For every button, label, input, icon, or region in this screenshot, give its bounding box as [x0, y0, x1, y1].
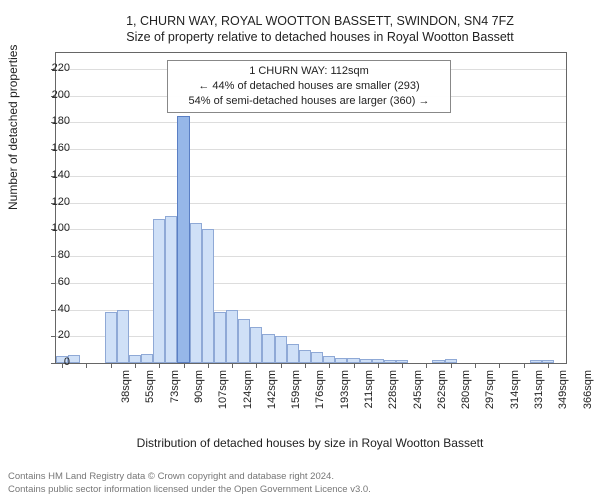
- gridline-h: [56, 283, 566, 284]
- xtick-mark: [159, 363, 160, 368]
- xtick-label: 211sqm: [363, 370, 375, 408]
- bar: [165, 216, 177, 363]
- xtick-mark: [354, 363, 355, 368]
- ytick-label: 160: [40, 142, 70, 154]
- xtick-label: 331sqm: [533, 370, 545, 409]
- xtick-label: 314sqm: [509, 370, 521, 409]
- bar: [323, 356, 335, 363]
- ytick-label: 0: [40, 356, 70, 368]
- gridline-h: [56, 336, 566, 337]
- plot-region: 1 CHURN WAY: 112sqm ← 44% of detached ho…: [55, 52, 567, 364]
- chart-container: 1, CHURN WAY, ROYAL WOOTTON BASSETT, SWI…: [55, 14, 585, 437]
- xtick-mark: [305, 363, 306, 368]
- bar: [129, 355, 141, 363]
- bar: [299, 350, 311, 363]
- x-axis-label: Distribution of detached houses by size …: [55, 436, 565, 450]
- gridline-h: [56, 122, 566, 123]
- y-axis-label: Number of detached properties: [6, 45, 20, 210]
- bar-highlight: [177, 116, 189, 363]
- annotation-line2: ← 44% of detached houses are smaller (29…: [175, 79, 443, 94]
- bar: [530, 360, 542, 363]
- xtick-mark: [135, 363, 136, 368]
- xtick-label: 55sqm: [144, 370, 156, 403]
- bar: [238, 319, 250, 363]
- xtick-mark: [402, 363, 403, 368]
- xtick-mark: [111, 363, 112, 368]
- bar: [226, 310, 238, 363]
- xtick-mark: [475, 363, 476, 368]
- annotation-line3: 54% of semi-detached houses are larger (…: [175, 94, 443, 109]
- ytick-label: 140: [40, 169, 70, 181]
- gridline-h: [56, 310, 566, 311]
- xtick-label: 176sqm: [314, 370, 326, 409]
- ytick-label: 80: [40, 249, 70, 261]
- xtick-label: 107sqm: [217, 370, 229, 409]
- xtick-mark: [548, 363, 549, 368]
- gridline-h: [56, 203, 566, 204]
- xtick-mark: [329, 363, 330, 368]
- xtick-label: 73sqm: [169, 370, 181, 403]
- ytick-label: 100: [40, 222, 70, 234]
- bar: [117, 310, 129, 363]
- bar: [250, 327, 262, 363]
- gridline-h: [56, 256, 566, 257]
- bar: [141, 354, 153, 363]
- bar: [153, 219, 165, 363]
- xtick-label: 280sqm: [460, 370, 472, 409]
- xtick-label: 90sqm: [193, 370, 205, 403]
- annotation-line1: 1 CHURN WAY: 112sqm: [175, 64, 443, 79]
- xtick-mark: [281, 363, 282, 368]
- ytick-label: 200: [40, 89, 70, 101]
- xtick-mark: [184, 363, 185, 368]
- bar: [105, 312, 117, 363]
- xtick-label: 245sqm: [412, 370, 424, 409]
- xtick-mark: [524, 363, 525, 368]
- xtick-label: 124sqm: [242, 370, 254, 409]
- xtick-mark: [208, 363, 209, 368]
- xtick-label: 38sqm: [120, 370, 132, 403]
- gridline-h: [56, 149, 566, 150]
- xtick-mark: [451, 363, 452, 368]
- bar: [214, 312, 226, 363]
- footer-attribution: Contains HM Land Registry data © Crown c…: [8, 471, 371, 496]
- ytick-label: 60: [40, 276, 70, 288]
- bar: [190, 223, 202, 363]
- xtick-mark: [426, 363, 427, 368]
- xtick-label: 297sqm: [484, 370, 496, 409]
- chart-title-1: 1, CHURN WAY, ROYAL WOOTTON BASSETT, SWI…: [55, 14, 585, 28]
- footer-line2: Contains public sector information licen…: [8, 484, 371, 496]
- bar: [262, 334, 274, 363]
- ytick-label: 220: [40, 62, 70, 74]
- gridline-h: [56, 229, 566, 230]
- bar: [275, 336, 287, 363]
- xtick-label: 262sqm: [436, 370, 448, 409]
- ytick-label: 40: [40, 303, 70, 315]
- bar: [335, 358, 347, 363]
- footer-line1: Contains HM Land Registry data © Crown c…: [8, 471, 371, 483]
- xtick-label: 159sqm: [290, 370, 302, 409]
- xtick-mark: [499, 363, 500, 368]
- ytick-label: 120: [40, 196, 70, 208]
- bar: [432, 360, 444, 363]
- bar: [287, 344, 299, 363]
- chart-title-2: Size of property relative to detached ho…: [55, 30, 585, 44]
- ytick-label: 180: [40, 115, 70, 127]
- bar: [384, 360, 396, 363]
- xtick-mark: [256, 363, 257, 368]
- xtick-label: 349sqm: [557, 370, 569, 409]
- xtick-label: 142sqm: [266, 370, 278, 409]
- ytick-label: 20: [40, 329, 70, 341]
- xtick-mark: [378, 363, 379, 368]
- xtick-label: 193sqm: [339, 370, 351, 409]
- annotation-box: 1 CHURN WAY: 112sqm ← 44% of detached ho…: [167, 60, 451, 113]
- bar: [202, 229, 214, 363]
- xtick-label: 366sqm: [582, 370, 594, 409]
- xtick-mark: [232, 363, 233, 368]
- bar: [360, 359, 372, 363]
- xtick-mark: [86, 363, 87, 368]
- bar: [311, 352, 323, 363]
- gridline-h: [56, 176, 566, 177]
- xtick-label: 228sqm: [387, 370, 399, 409]
